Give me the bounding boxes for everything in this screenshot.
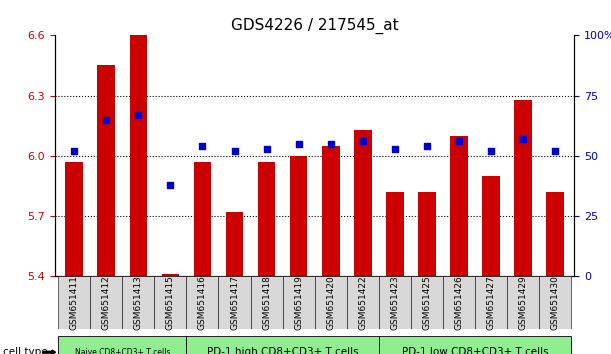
FancyBboxPatch shape bbox=[122, 276, 155, 329]
Title: GDS4226 / 217545_at: GDS4226 / 217545_at bbox=[231, 18, 398, 34]
Point bbox=[197, 143, 207, 149]
FancyBboxPatch shape bbox=[315, 276, 346, 329]
Text: cell type: cell type bbox=[3, 347, 48, 354]
Text: GSM651427: GSM651427 bbox=[486, 275, 496, 330]
Text: GSM651418: GSM651418 bbox=[262, 275, 271, 330]
FancyBboxPatch shape bbox=[346, 276, 379, 329]
Bar bbox=[322, 146, 340, 276]
FancyBboxPatch shape bbox=[411, 276, 443, 329]
FancyBboxPatch shape bbox=[155, 276, 186, 329]
FancyBboxPatch shape bbox=[58, 336, 186, 354]
Bar bbox=[258, 162, 276, 276]
Point bbox=[166, 182, 175, 188]
Bar bbox=[161, 274, 179, 276]
Point bbox=[518, 136, 528, 142]
Text: GSM651429: GSM651429 bbox=[519, 275, 527, 330]
Bar bbox=[386, 192, 404, 276]
Point bbox=[551, 148, 560, 154]
FancyBboxPatch shape bbox=[443, 276, 475, 329]
FancyBboxPatch shape bbox=[539, 276, 571, 329]
FancyBboxPatch shape bbox=[379, 336, 571, 354]
Bar bbox=[225, 212, 243, 276]
Text: PD-1 low CD8+CD3+ T cells: PD-1 low CD8+CD3+ T cells bbox=[401, 347, 548, 354]
FancyBboxPatch shape bbox=[251, 276, 283, 329]
Bar bbox=[194, 162, 211, 276]
Text: GSM651415: GSM651415 bbox=[166, 275, 175, 330]
FancyBboxPatch shape bbox=[186, 336, 379, 354]
Point bbox=[390, 146, 400, 152]
Text: Naive CD8+CD3+ T cells: Naive CD8+CD3+ T cells bbox=[75, 348, 170, 354]
Text: GSM651426: GSM651426 bbox=[455, 275, 463, 330]
Text: GSM651430: GSM651430 bbox=[551, 275, 560, 330]
Bar bbox=[450, 136, 468, 276]
Text: GSM651425: GSM651425 bbox=[422, 275, 431, 330]
FancyBboxPatch shape bbox=[58, 276, 90, 329]
Point bbox=[422, 143, 432, 149]
Text: PD-1 high CD8+CD3+ T cells: PD-1 high CD8+CD3+ T cells bbox=[207, 347, 359, 354]
FancyBboxPatch shape bbox=[90, 276, 122, 329]
Point bbox=[326, 141, 335, 147]
FancyBboxPatch shape bbox=[186, 276, 219, 329]
Bar bbox=[418, 192, 436, 276]
Point bbox=[358, 138, 368, 144]
FancyBboxPatch shape bbox=[475, 276, 507, 329]
Point bbox=[486, 148, 496, 154]
Text: GSM651416: GSM651416 bbox=[198, 275, 207, 330]
Bar bbox=[98, 65, 115, 276]
FancyBboxPatch shape bbox=[283, 276, 315, 329]
Bar bbox=[482, 176, 500, 276]
Point bbox=[294, 141, 304, 147]
Bar bbox=[130, 35, 147, 276]
Bar bbox=[354, 130, 371, 276]
Point bbox=[101, 117, 111, 122]
Text: GSM651422: GSM651422 bbox=[358, 275, 367, 330]
Bar bbox=[290, 156, 307, 276]
Text: GSM651423: GSM651423 bbox=[390, 275, 400, 330]
Text: GSM651420: GSM651420 bbox=[326, 275, 335, 330]
FancyBboxPatch shape bbox=[507, 276, 539, 329]
Text: GSM651417: GSM651417 bbox=[230, 275, 239, 330]
Text: GSM651412: GSM651412 bbox=[102, 275, 111, 330]
FancyBboxPatch shape bbox=[219, 276, 251, 329]
Point bbox=[230, 148, 240, 154]
Bar bbox=[65, 162, 83, 276]
Text: GSM651413: GSM651413 bbox=[134, 275, 143, 330]
Point bbox=[69, 148, 79, 154]
Text: GSM651411: GSM651411 bbox=[70, 275, 79, 330]
Point bbox=[133, 112, 143, 118]
Text: GSM651419: GSM651419 bbox=[294, 275, 303, 330]
Point bbox=[262, 146, 271, 152]
Bar bbox=[514, 99, 532, 276]
Bar bbox=[546, 192, 564, 276]
Point bbox=[454, 138, 464, 144]
FancyBboxPatch shape bbox=[379, 276, 411, 329]
